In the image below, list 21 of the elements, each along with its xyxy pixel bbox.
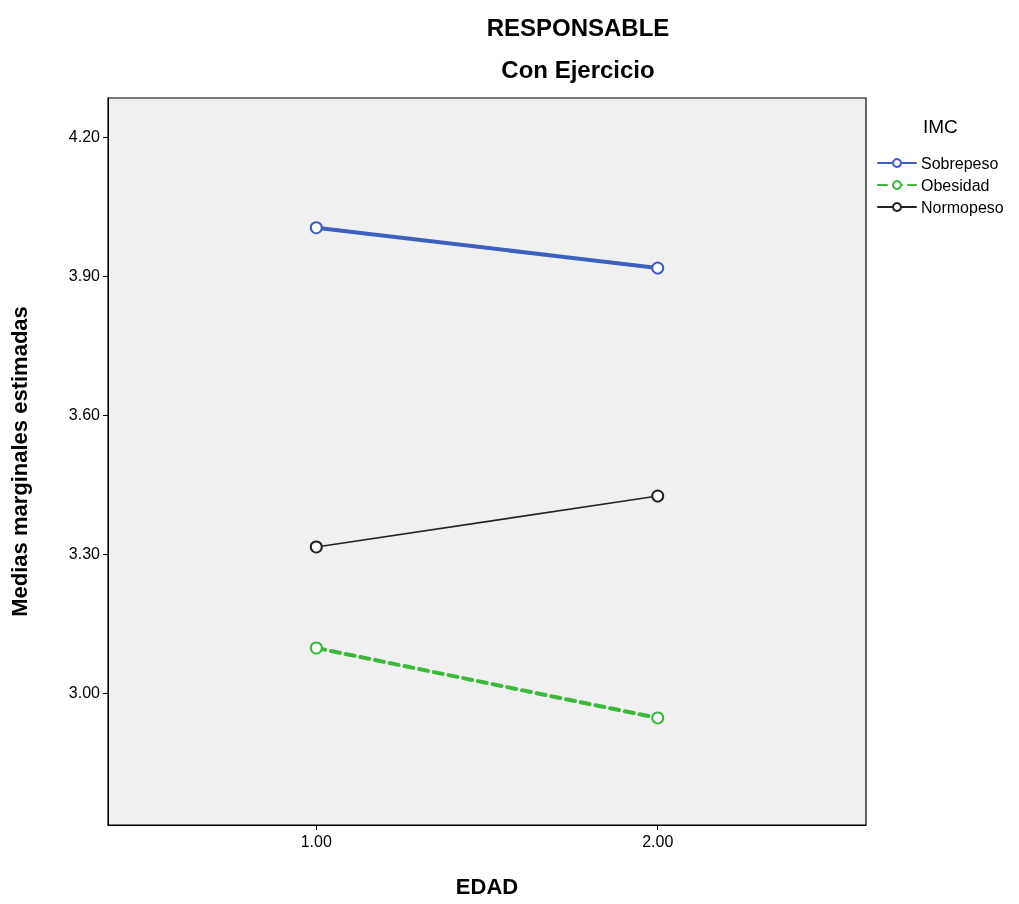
point <box>309 540 323 554</box>
y-tick-label: 3.30 <box>68 545 101 563</box>
y-tick-label: 3.60 <box>68 406 101 424</box>
point <box>651 489 665 503</box>
x-tick-label: 1.00 <box>300 832 332 850</box>
legend-label: Normopeso <box>921 198 1004 216</box>
point <box>651 711 665 725</box>
y-tick-label: 3.00 <box>68 684 101 702</box>
x-tick-label: 2.00 <box>642 832 674 850</box>
y-tick-label: 4.20 <box>68 128 101 146</box>
y-axis-title: Medias marginales estimadas <box>6 306 32 617</box>
point <box>651 261 665 275</box>
x-axis-title: EDAD <box>455 873 519 899</box>
point <box>309 641 323 655</box>
legend-title: IMC <box>923 116 958 137</box>
chart-subtitle: Con Ejercicio <box>501 55 655 83</box>
legend-label: Obesidad <box>921 176 990 194</box>
legend-label: Sobrepeso <box>921 154 999 172</box>
point <box>309 221 323 235</box>
y-tick-label: 3.90 <box>68 267 101 285</box>
chart-title: RESPONSABLE <box>486 13 670 41</box>
